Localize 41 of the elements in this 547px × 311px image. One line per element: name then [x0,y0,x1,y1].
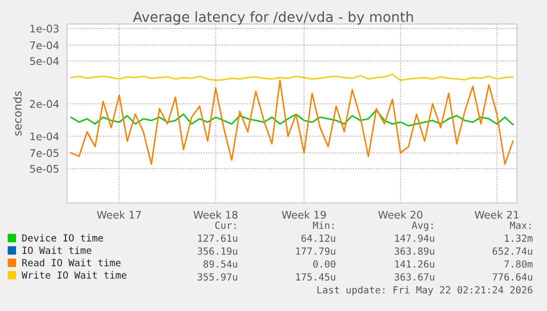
text: Cur: [215,222,236,229]
text: Avg: [412,222,433,231]
y-tick-label: 7e-05 [30,149,58,158]
x-tick-label: Week 20 [378,210,422,219]
legend-label: IO Wait time [22,246,92,254]
y-tick-label: 2e-04 [30,100,59,108]
text: 7.80m [504,260,533,268]
legend-label: Device IO time [22,234,103,242]
text: 776.64u [492,273,532,281]
line-series [70,109,514,126]
legend-label: Write IO Wait time [22,271,126,279]
text: 0.00 [313,260,336,268]
y-tick-label: 5e-04 [30,57,59,66]
line-series [70,80,514,165]
text: 1.32m [504,234,533,242]
text: 141.26u [395,260,434,268]
y-tick-label: 1e-04 [30,132,59,140]
text: 127.61u [198,234,238,242]
y-tick-label: 5e-05 [30,164,58,173]
text: Min: [312,221,334,229]
x-tick-label: Week 17 [97,210,141,219]
text: 64.12u [302,234,336,242]
y-tick-label: 7e-04 [30,41,59,50]
text: 177.79u [296,247,336,255]
text: 363.67u [394,273,434,281]
chart-title: Average latency for /dev/vda - by month [132,11,413,25]
text: 147.94u [395,234,434,242]
text: 652.74u [492,247,532,255]
text: 355.97u [198,273,238,281]
text: Last update: Fri May 22 02:21:24 2026 [317,286,532,296]
text: Max: [510,222,531,229]
text: 89.54u [204,260,238,268]
text: 175.45u [296,273,336,281]
y-tick-label: 1e-03 [30,24,59,33]
text: 356.19u [198,247,238,255]
y-axis-title: seconds [13,91,22,136]
x-tick-label: Week 18 [193,210,238,219]
text: 363.89u [394,247,434,255]
x-tick-label: Week 21 [474,210,518,219]
legend-label: Read IO Wait time [22,258,121,266]
x-tick-label: Week 19 [282,210,326,219]
